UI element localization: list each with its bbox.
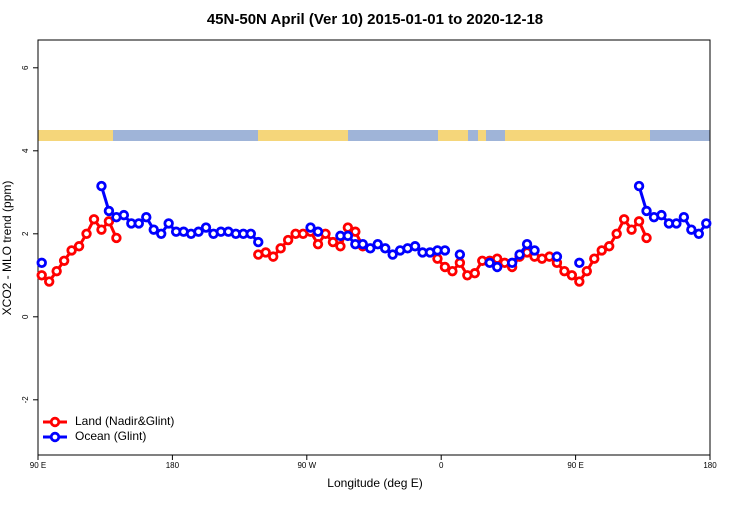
point xyxy=(81,228,92,240)
point xyxy=(574,276,585,287)
point xyxy=(484,257,495,269)
chart-title: 45N-50N April (Ver 10) 2015-01-01 to 202… xyxy=(207,11,543,28)
point xyxy=(671,218,682,229)
point xyxy=(96,224,107,235)
point xyxy=(618,214,630,225)
y-tick-label: 2 xyxy=(21,231,30,236)
point xyxy=(282,234,294,246)
point xyxy=(387,249,398,260)
point xyxy=(604,241,615,252)
point xyxy=(260,247,271,258)
y-tick-label: -2 xyxy=(21,396,30,404)
point xyxy=(36,270,47,281)
point xyxy=(551,251,563,262)
point xyxy=(439,261,451,273)
y-tick-label: 4 xyxy=(21,148,30,153)
point xyxy=(439,245,451,256)
point xyxy=(589,253,600,264)
point xyxy=(454,257,466,269)
point xyxy=(253,236,264,248)
legend-label: Ocean (Glint) xyxy=(75,429,146,443)
point xyxy=(492,261,503,273)
point xyxy=(133,218,144,229)
map-strip xyxy=(38,130,710,141)
legend-marker xyxy=(49,416,61,428)
point xyxy=(380,243,391,254)
point xyxy=(88,214,100,225)
point xyxy=(268,251,279,262)
x-tick-label: 0 xyxy=(439,461,444,470)
point xyxy=(73,241,85,252)
x-tick-label: 90 W xyxy=(297,461,316,470)
point xyxy=(155,228,167,240)
x-tick-label: 90 E xyxy=(30,461,46,470)
point xyxy=(327,236,339,248)
point xyxy=(574,257,585,269)
point xyxy=(44,276,55,287)
point xyxy=(103,216,115,227)
point xyxy=(447,265,458,277)
point xyxy=(312,226,324,237)
point xyxy=(641,232,652,244)
y-tick-label: 6 xyxy=(21,65,30,70)
y-axis-label: XCO2 - MLO trend (ppm) xyxy=(0,181,14,316)
point xyxy=(372,238,383,250)
series-line xyxy=(100,185,708,269)
y-tick-label: 0 xyxy=(21,314,30,319)
point xyxy=(701,218,712,229)
point xyxy=(66,245,77,256)
point xyxy=(365,243,376,254)
point xyxy=(148,224,159,235)
point xyxy=(335,241,346,252)
point xyxy=(521,238,533,250)
point xyxy=(633,180,645,192)
point xyxy=(163,218,174,229)
point xyxy=(514,249,525,260)
point xyxy=(305,222,316,233)
point xyxy=(641,205,652,217)
legend-marker xyxy=(49,431,61,443)
point xyxy=(275,243,286,254)
point xyxy=(581,265,592,277)
point xyxy=(506,257,518,269)
point xyxy=(51,265,62,277)
point xyxy=(409,241,421,252)
point xyxy=(469,268,480,279)
point xyxy=(596,245,607,256)
point xyxy=(200,222,212,233)
point xyxy=(36,257,47,269)
x-axis-label: Longitude (deg E) xyxy=(327,476,422,490)
legend-label: Land (Nadir&Glint) xyxy=(75,414,174,428)
point xyxy=(312,238,324,250)
point xyxy=(559,265,570,277)
point xyxy=(193,226,204,237)
x-tick-label: 180 xyxy=(166,461,180,470)
point xyxy=(693,228,704,240)
point xyxy=(245,228,256,240)
x-tick-label: 90 E xyxy=(567,461,583,470)
point xyxy=(357,238,368,250)
point xyxy=(58,255,70,266)
point xyxy=(678,212,690,223)
point xyxy=(342,230,354,242)
point xyxy=(611,228,622,240)
plot-layer: 90 E 180 90 W 0 90 E 180 -2 0 2 4 6 Land (Nadir&Gli… xyxy=(21,65,717,470)
point xyxy=(350,226,361,237)
point xyxy=(626,224,637,235)
point xyxy=(432,253,443,264)
point xyxy=(111,232,122,244)
point xyxy=(656,209,667,221)
x-tick-label: 180 xyxy=(703,461,717,470)
point xyxy=(141,212,152,223)
point xyxy=(633,216,645,227)
point xyxy=(118,209,130,221)
point xyxy=(96,180,107,192)
point xyxy=(454,249,466,260)
point xyxy=(686,224,697,235)
plot-frame xyxy=(37,39,711,456)
point xyxy=(103,205,115,217)
point xyxy=(529,245,540,256)
point xyxy=(566,270,578,281)
